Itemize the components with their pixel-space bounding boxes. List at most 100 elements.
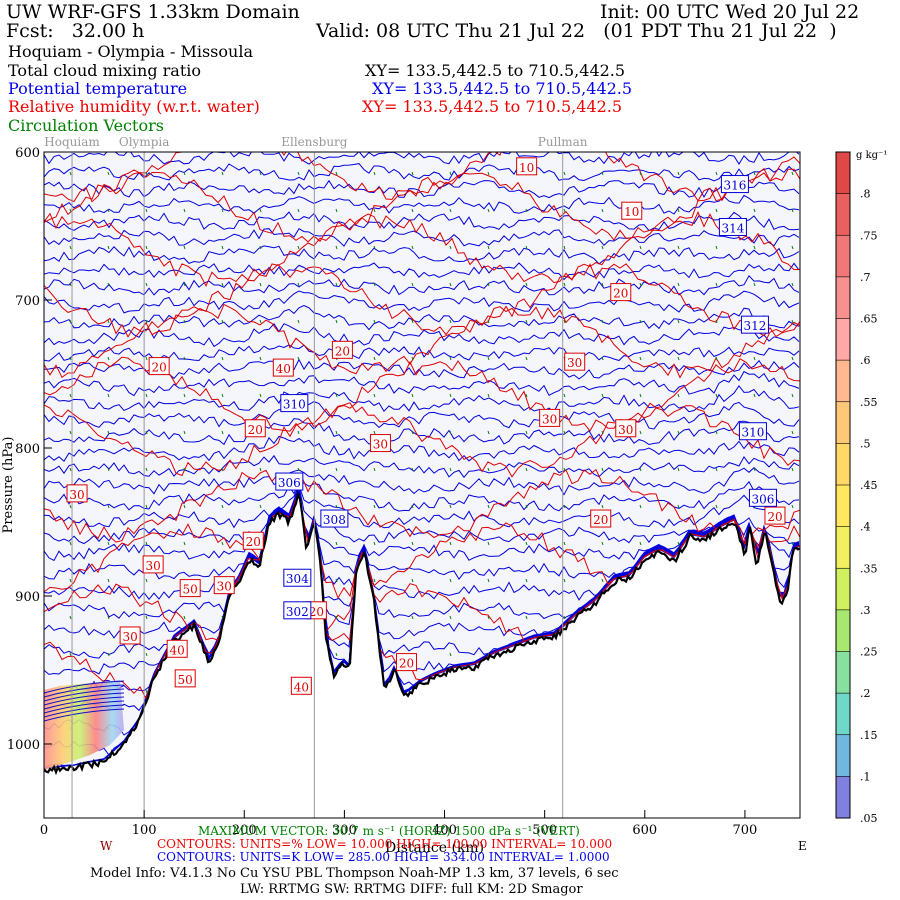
rh-contour-label: 50: [178, 673, 193, 687]
circulation-vector: [715, 467, 718, 472]
circulation-vector: [601, 319, 604, 324]
theta-contour-label-box: [718, 217, 747, 236]
circulation-vector: [601, 430, 604, 435]
terrain-fill: [44, 494, 800, 818]
rh-contour-label-box: [615, 419, 637, 438]
circulation-vector: [69, 393, 72, 398]
circulation-vector: [791, 208, 794, 213]
x-tick-label: 0: [40, 823, 48, 838]
circulation-vector: [145, 689, 148, 694]
theta-contour-label-box: [720, 175, 749, 194]
theta-contour-info: CONTOURS: UNITS=K LOW= 285.00 HIGH= 334.…: [157, 850, 610, 864]
colorbar-swatch: [836, 401, 850, 444]
circulation-vector: [69, 171, 72, 176]
circulation-vector: [411, 541, 414, 546]
rh-contour-label: 20: [335, 344, 350, 358]
colorbar-swatch: [836, 568, 850, 611]
circulation-vector: [373, 245, 376, 250]
circulation-vector: [449, 430, 452, 435]
rh-contour: [44, 263, 800, 338]
circulation-vector: [183, 171, 186, 176]
circulation-vector: [753, 356, 756, 361]
circulation-vector: [373, 171, 376, 176]
circulation-vector: [373, 319, 376, 324]
colorbar-label: .6: [860, 354, 871, 367]
circulation-vector: [221, 430, 224, 435]
circulation-vector: [449, 282, 452, 287]
theta-contour: [44, 290, 800, 314]
colorbar-label: .1: [860, 770, 871, 783]
circulation-vector: [145, 615, 148, 620]
legend-theta-label: Potential temperature: [8, 79, 188, 98]
circulation-vector: [373, 356, 376, 361]
colorbar-label: .8: [860, 188, 871, 201]
circulation-vector: [753, 393, 756, 398]
circulation-vector: [639, 504, 642, 509]
cloud-contour: [44, 708, 125, 722]
x-tick-label: 100: [132, 823, 157, 838]
circulation-vector: [791, 319, 794, 324]
circulation-vector: [69, 504, 72, 509]
circulation-vector: [449, 504, 452, 509]
circulation-vector: [373, 393, 376, 398]
rh-contour-label-box: [610, 283, 632, 302]
rh-contour-label-box: [331, 340, 353, 359]
theta-contour-label: 306: [278, 476, 301, 490]
circulation-vector: [221, 282, 224, 287]
circulation-vector: [753, 541, 756, 546]
circulation-vector: [373, 430, 376, 435]
rh-contour-label: 30: [146, 559, 161, 573]
footer-panel: MAXIMUM VECTOR: 30.7 m s⁻¹ (HORIZ) 1500 …: [90, 824, 807, 897]
cloud-contour: [44, 692, 125, 706]
theta-contour: [44, 305, 800, 331]
colorbar-swatch: [836, 485, 850, 528]
circulation-vector: [107, 282, 110, 287]
circulation-vector: [221, 615, 224, 620]
rh-contour: [44, 167, 800, 243]
circulation-vector: [259, 245, 262, 250]
circulation-vector: [145, 245, 148, 250]
circulation-vector: [145, 356, 148, 361]
rh-contour: [44, 402, 800, 478]
station-label: Pullman: [538, 135, 588, 149]
rh-contour-label-box: [213, 576, 235, 595]
circulation-vector: [715, 319, 718, 324]
plot-frame: [43, 151, 801, 819]
circulation-vector: [487, 319, 490, 324]
legend-theta-xy: XY= 133.5,442.5 to 710.5,442.5: [372, 79, 633, 98]
circulation-vector: [601, 578, 604, 583]
circulation-vector: [373, 541, 376, 546]
rh-contour-label: 40: [294, 680, 309, 694]
circulation-vector: [487, 356, 490, 361]
circulation-vector: [259, 171, 262, 176]
circulation-vector: [563, 171, 566, 176]
circulation-vector: [335, 430, 338, 435]
circulation-vector: [601, 171, 604, 176]
circulation-vector: [297, 356, 300, 361]
circulation-vector: [335, 652, 338, 657]
circulation-vector: [297, 467, 300, 472]
circulation-vector: [107, 393, 110, 398]
rh-contour-label-box: [148, 357, 170, 376]
circulation-vector: [145, 282, 148, 287]
legend-cloud-xy: XY= 133.5,442.5 to 710.5,442.5: [365, 61, 626, 80]
x-tick-label: 200: [232, 823, 257, 838]
rh-contour-label-box: [395, 653, 417, 672]
circulation-vector: [601, 208, 604, 213]
theta-contour: [44, 370, 800, 397]
product-title: UW WRF-GFS 1.33km Domain: [6, 1, 300, 23]
circulation-vector: [107, 541, 110, 546]
cloud-contour: [44, 700, 125, 714]
circulation-vector: [639, 282, 642, 287]
circulation-vector: [259, 319, 262, 324]
circulation-vector: [791, 504, 794, 509]
circulation-vector: [791, 282, 794, 287]
rh-contour-label-box: [290, 676, 312, 695]
colorbar-label: .75: [860, 229, 878, 242]
circulation-vector: [601, 504, 604, 509]
x-tick-label: 500: [532, 823, 557, 838]
rh-contour-label-box: [142, 555, 164, 574]
circulation-vector: [525, 356, 528, 361]
circulation-vector: [145, 208, 148, 213]
circulation-vector: [145, 541, 148, 546]
